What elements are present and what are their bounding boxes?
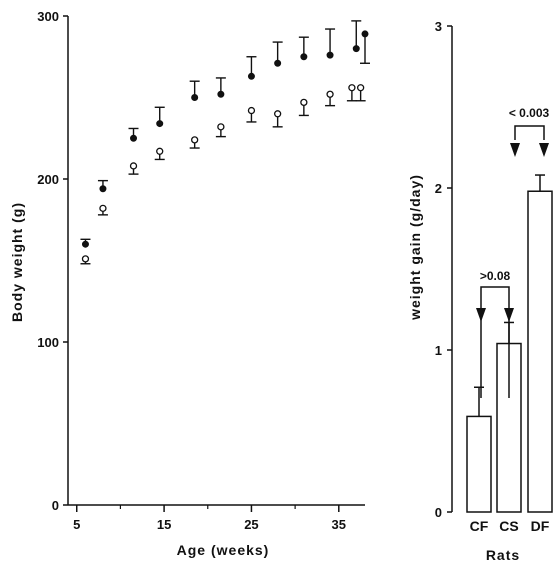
data-point-filled [191,94,199,101]
arrowhead-cs-top [510,143,520,157]
x-tick-label: 25 [244,517,258,532]
data-point-filled [130,134,138,142]
data-point-open [191,136,199,144]
data-point-filled [99,185,107,193]
weight-gain-bar-chart: 0 1 2 3 CF CS DF Rats weight gain (g/day) >0.… [407,19,553,563]
bar-y-tick-label: 1 [435,343,442,358]
data-point-filled [274,59,282,67]
comparison-cs-df [514,125,545,140]
data-point-open [356,84,365,92]
bar [466,415,492,513]
y-axis-title: Body weight (g) [9,202,25,322]
bar-category-label: CF [470,518,489,534]
arrowhead-df-top [539,143,549,157]
data-point-open [156,147,164,155]
data-point-open [300,98,308,107]
data-point-filled [156,120,164,128]
body-weight-scatter-chart: 0 100 200 300 5 15 25 35 Age (weeks) Body weig… [9,9,370,558]
y-tick-label: 0 [52,498,59,513]
arrowhead-cf [476,308,486,322]
bar-y-tick-label: 2 [435,181,442,196]
data-point-open [348,84,356,92]
comparison-cf-cs [480,286,510,398]
data-point-open [129,162,138,170]
data-point-filled [352,45,360,53]
x-tick-label: 15 [157,517,171,532]
data-point-open [273,110,282,118]
annotation-cf-cs: >0.08 [480,269,511,283]
annotation-cs-df: < 0.003 [509,106,550,120]
data-point-filled [326,51,334,59]
bar-category-label: CS [499,518,518,534]
bar-y-tick-label: 0 [435,505,442,520]
y-tick-label: 300 [37,9,59,24]
data-point-filled [217,90,225,98]
bar [527,190,553,513]
data-point-filled [361,30,369,38]
y-tick-label: 200 [37,172,59,187]
arrowhead-cs [504,308,514,322]
bar-y-tick-label: 3 [435,19,442,34]
y-tick-label: 100 [37,335,59,350]
data-point-filled [81,240,89,248]
data-point-open [247,106,256,115]
x-tick-label: 35 [332,517,346,532]
bar-category-label: DF [531,518,550,534]
data-point-open [99,204,107,212]
data-point-open [326,90,334,98]
bar-x-axis-title: Rats [486,547,520,563]
data-point-open [217,123,225,131]
data-point-filled [247,72,255,80]
x-axis-title: Age (weeks) [177,542,270,558]
x-tick-label: 5 [73,517,80,532]
bar-y-axis-title: weight gain (g/day) [407,174,423,321]
data-point-filled [300,53,308,61]
data-point-open [81,255,90,263]
